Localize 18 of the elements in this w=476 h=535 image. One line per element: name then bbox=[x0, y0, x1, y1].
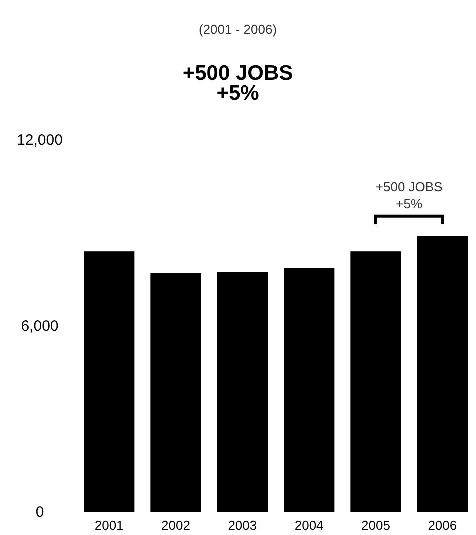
chart-subtitle: (2001 - 2006) bbox=[198, 22, 278, 37]
x-tick-label: 2006 bbox=[428, 518, 458, 533]
bar bbox=[284, 268, 335, 512]
x-tick-label: 2002 bbox=[162, 518, 190, 533]
x-tick-label: 2003 bbox=[228, 518, 258, 533]
bar bbox=[150, 273, 202, 512]
chart-title: +500 JOBS +5% bbox=[182, 62, 294, 105]
y-tick-label: 6,000 bbox=[21, 318, 59, 335]
x-tick-label: 2005 bbox=[362, 518, 390, 533]
y-tick-label: 0 bbox=[36, 504, 44, 521]
bar bbox=[217, 272, 268, 512]
bar bbox=[84, 252, 135, 512]
bar bbox=[417, 236, 468, 512]
bar bbox=[350, 252, 402, 512]
x-tick-label: 2004 bbox=[294, 518, 324, 533]
y-tick-label: 12,000 bbox=[17, 132, 63, 149]
x-tick-label: 2001 bbox=[94, 518, 124, 533]
annotation: +500 JOBS +5% bbox=[376, 179, 444, 212]
